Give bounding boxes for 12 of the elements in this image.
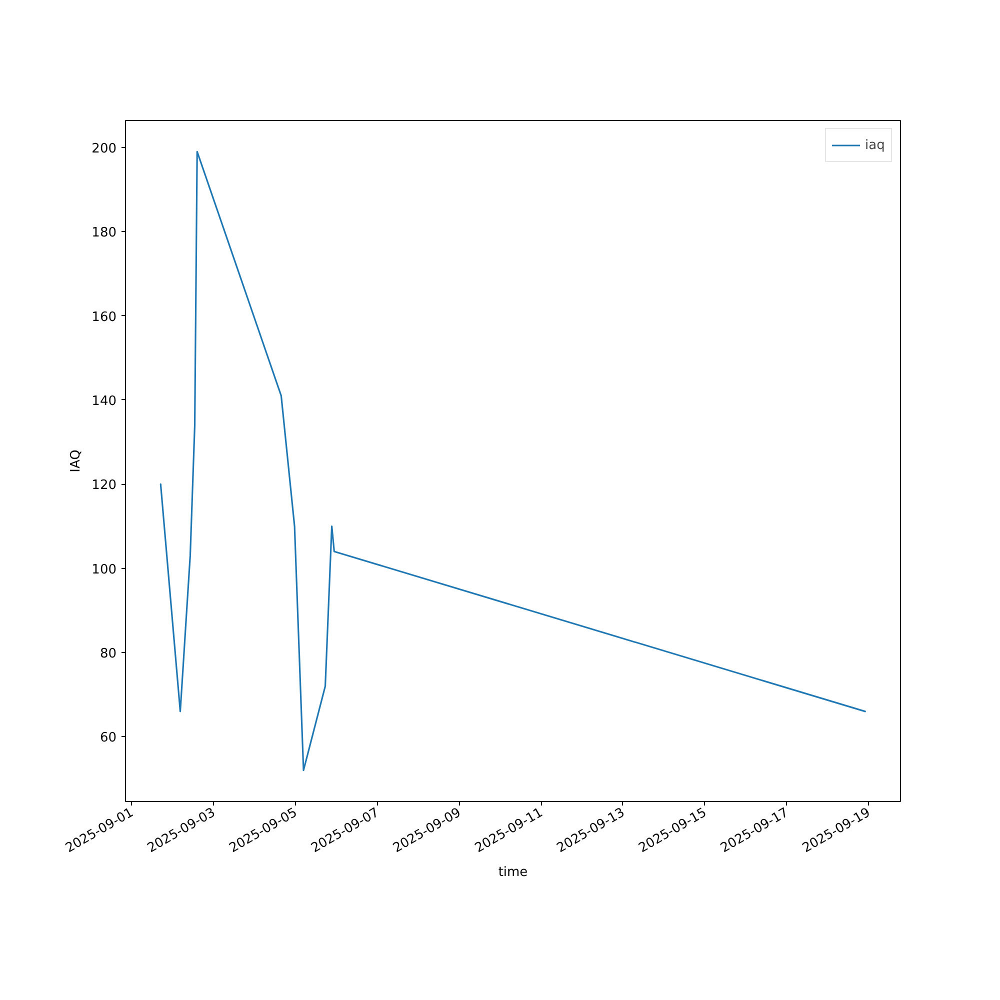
y-tick-label: 60 bbox=[100, 730, 117, 746]
y-tick-label: 80 bbox=[100, 646, 117, 662]
line-series bbox=[160, 150, 866, 772]
y-axis-title: IAQ bbox=[68, 450, 84, 472]
y-tick-label: 160 bbox=[92, 310, 117, 325]
legend-label: iaq bbox=[865, 138, 885, 152]
y-tick-label: 200 bbox=[92, 141, 117, 156]
x-axis-title: time bbox=[498, 864, 528, 880]
y-tick-label: 100 bbox=[92, 562, 117, 578]
y-tick-label: 120 bbox=[92, 478, 117, 494]
y-tick-label: 180 bbox=[92, 226, 117, 241]
y-tick-label: 140 bbox=[92, 394, 117, 409]
